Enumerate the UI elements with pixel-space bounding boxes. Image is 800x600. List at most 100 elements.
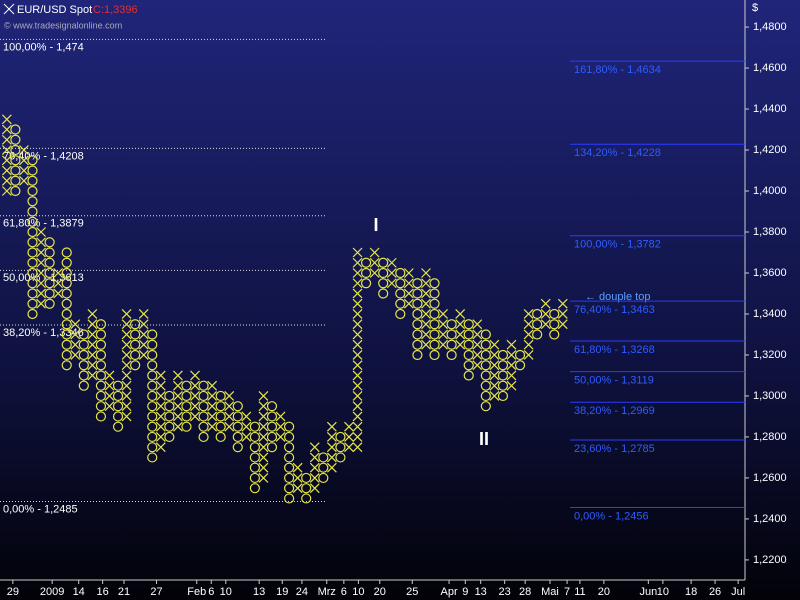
x-box: [506, 350, 517, 360]
x-box: [241, 432, 252, 442]
o-box: [164, 390, 175, 402]
y-tick-label: 1,3000: [753, 390, 787, 402]
x-box: [70, 339, 81, 350]
o-box: [412, 349, 423, 361]
x-box: [1, 114, 12, 125]
x-tick-label: Mai: [541, 586, 559, 598]
x-box: [190, 401, 200, 412]
x-column: [207, 380, 218, 432]
x-box: [275, 411, 286, 422]
o-box: [27, 247, 38, 258]
o-box: [266, 421, 278, 432]
x-box: [258, 473, 269, 483]
x-tick-label: 29: [7, 586, 19, 598]
x-box: [36, 227, 46, 237]
x-box: [489, 360, 500, 371]
o-box: [249, 472, 260, 484]
x-box: [523, 329, 534, 340]
o-box: [27, 216, 38, 227]
o-column: [181, 380, 192, 432]
o-box: [215, 390, 226, 402]
x-box: [1, 124, 12, 135]
x-box: [1, 175, 12, 186]
o-box: [284, 452, 295, 463]
o-column: [95, 319, 107, 422]
x-box: [472, 350, 483, 360]
o-box: [27, 267, 38, 279]
x-box: [352, 319, 363, 330]
o-box: [44, 237, 55, 248]
o-box: [412, 319, 423, 330]
x-tick-label: 28: [519, 586, 531, 598]
x-box: [190, 411, 200, 422]
x-box: [455, 319, 466, 330]
x-box: [104, 370, 115, 381]
o-box: [147, 411, 158, 422]
x-box: [344, 442, 354, 453]
o-box: [232, 431, 243, 443]
o-box: [549, 329, 560, 340]
o-box: [335, 442, 346, 453]
o-column: [335, 431, 346, 463]
x-box: [352, 421, 363, 432]
x-box: [104, 380, 115, 391]
x-box: [489, 391, 500, 401]
o-box: [112, 421, 124, 432]
x-column: [190, 370, 200, 422]
x-column: [172, 370, 183, 432]
x-box: [87, 350, 98, 360]
x-box: [138, 339, 149, 350]
o-box: [95, 411, 107, 422]
o-box: [164, 421, 175, 432]
o-box: [95, 401, 107, 412]
o-box: [532, 319, 543, 330]
x-box: [489, 339, 500, 350]
x-column: [241, 411, 252, 442]
x-box: [506, 360, 517, 371]
o-box: [181, 411, 192, 422]
x-box: [344, 432, 354, 442]
y-tick-label: 1,4200: [753, 144, 787, 156]
o-box: [61, 298, 72, 309]
x-column: [326, 421, 337, 473]
o-box: [429, 288, 440, 299]
o-box: [549, 319, 560, 330]
o-box: [446, 319, 457, 330]
x-tick-label: 23: [499, 586, 511, 598]
x-box: [403, 298, 414, 309]
o-box: [497, 360, 509, 371]
o-box: [181, 380, 192, 391]
y-tick-label: 1,3400: [753, 308, 787, 320]
x-column: [455, 309, 466, 350]
o-box: [335, 431, 346, 443]
x-box: [421, 278, 431, 289]
o-column: [215, 390, 226, 443]
x-box: [70, 350, 81, 360]
o-box: [412, 308, 423, 320]
o-column: [549, 308, 560, 340]
o-box: [164, 431, 175, 443]
y-tick-label: 1,4600: [753, 62, 787, 74]
o-box: [95, 349, 107, 361]
x-tick-label: 10: [220, 586, 232, 598]
retracement-label: 23,60% - 1,2785: [574, 443, 655, 455]
o-box: [480, 380, 491, 391]
x-tick-label: Jun: [639, 586, 657, 598]
x-column: [540, 298, 551, 330]
o-box: [181, 421, 192, 432]
o-box: [480, 339, 491, 350]
o-box: [95, 370, 107, 381]
o-box: [480, 390, 491, 402]
o-box: [378, 267, 389, 279]
x-box: [540, 309, 551, 319]
x-tick-label: 25: [406, 586, 418, 598]
o-box: [198, 380, 209, 391]
x-box: [292, 473, 303, 483]
x-box: [309, 452, 320, 463]
x-tick-label: 21: [118, 586, 130, 598]
x-box: [121, 339, 132, 350]
x-box: [275, 421, 286, 432]
x-tick-label: 14: [73, 586, 85, 598]
o-box: [463, 319, 474, 330]
